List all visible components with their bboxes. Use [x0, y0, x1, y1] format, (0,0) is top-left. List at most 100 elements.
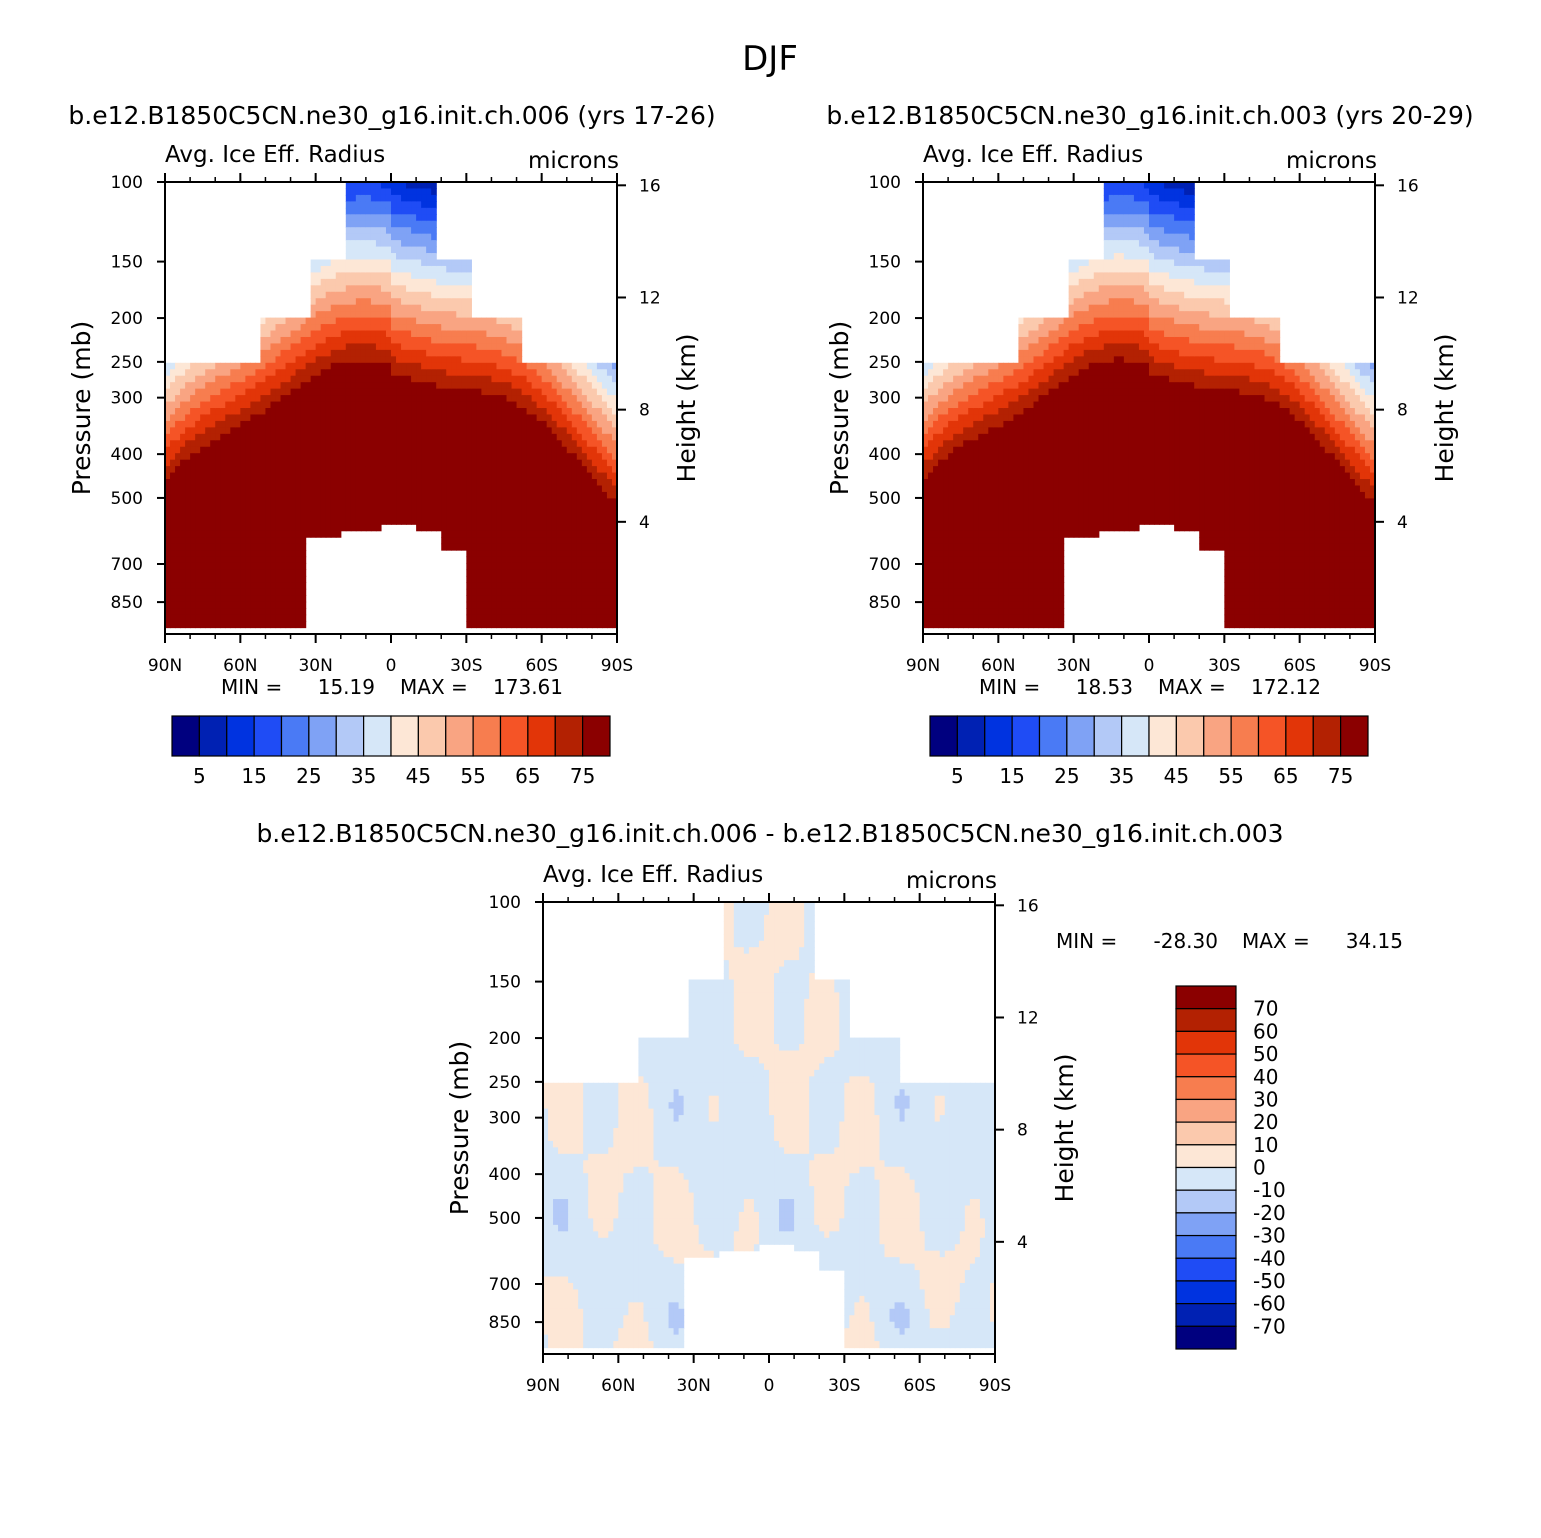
field-cell	[215, 498, 221, 506]
field-cell	[300, 601, 307, 609]
field-cell	[380, 240, 387, 248]
field-cell	[330, 472, 337, 480]
field-cell	[370, 511, 377, 519]
field-cell	[411, 517, 417, 525]
field-cell	[180, 537, 186, 545]
field-cell	[416, 246, 422, 254]
field-cell	[978, 601, 984, 609]
field-cell	[365, 414, 372, 422]
field-cell	[165, 427, 171, 435]
field-cell	[200, 601, 206, 609]
field-cell	[220, 395, 226, 403]
field-cell	[551, 582, 558, 590]
field-cell	[436, 466, 442, 474]
field-cell	[601, 537, 608, 545]
field-cell	[471, 517, 477, 525]
field-cell	[260, 349, 267, 357]
field-cell	[586, 491, 593, 499]
field-cell	[385, 265, 392, 273]
field-cell	[973, 575, 979, 583]
field-cell	[416, 182, 422, 190]
y-tick-label: 100	[111, 173, 143, 193]
field-cell	[456, 311, 462, 319]
field-cell	[195, 530, 201, 538]
field-cell	[406, 194, 412, 202]
field-cell	[446, 349, 452, 357]
field-cell	[928, 524, 934, 532]
field-cell	[611, 537, 617, 545]
field-cell	[591, 369, 598, 377]
field-cell	[401, 479, 407, 487]
field-cell	[506, 362, 513, 370]
field-cell	[1008, 595, 1014, 603]
field-cell	[471, 362, 477, 370]
field-cell	[320, 504, 327, 512]
field-cell	[948, 414, 954, 422]
field-cell	[245, 621, 251, 629]
field-cell	[446, 453, 452, 461]
field-cell	[350, 207, 357, 215]
field-cell	[396, 375, 402, 383]
field-cell	[958, 433, 964, 441]
field-cell	[195, 440, 201, 448]
field-cell	[953, 375, 959, 383]
field-cell	[481, 569, 488, 577]
field-cell	[988, 375, 994, 383]
field-cell	[516, 395, 523, 403]
field-cell	[340, 298, 347, 306]
field-cell	[968, 459, 974, 467]
field-cell	[270, 479, 277, 487]
field-cell	[486, 543, 493, 551]
field-cell	[476, 537, 482, 545]
field-cell	[295, 466, 302, 474]
field-cell	[471, 569, 477, 577]
field-cell	[350, 420, 357, 428]
field-cell	[1003, 562, 1009, 571]
field-cell	[250, 375, 256, 383]
field-cell	[320, 408, 327, 416]
field-cell	[526, 543, 533, 551]
field-cell	[325, 491, 332, 499]
field-cell	[581, 504, 588, 512]
field-cell	[973, 433, 979, 441]
field-cell	[411, 356, 417, 364]
field-cell	[315, 330, 322, 338]
field-cell	[1003, 453, 1009, 461]
field-cell	[325, 336, 332, 345]
field-cell	[938, 466, 944, 474]
field-cell	[601, 420, 608, 428]
field-cell	[481, 433, 488, 441]
field-cell	[456, 285, 462, 293]
field-cell	[220, 408, 226, 416]
field-cell	[340, 349, 347, 357]
field-cell	[576, 588, 583, 596]
field-cell	[566, 401, 573, 409]
field-cell	[988, 614, 994, 622]
field-cell	[983, 395, 989, 403]
field-cell	[416, 278, 422, 286]
field-cell	[315, 491, 322, 499]
field-cell	[998, 569, 1004, 577]
field-cell	[601, 401, 608, 409]
field-cell	[310, 491, 317, 499]
field-cell	[190, 530, 196, 538]
field-cell	[481, 336, 488, 345]
field-cell	[275, 511, 282, 519]
field-cell	[421, 356, 427, 364]
field-cell	[406, 240, 412, 248]
field-cell	[436, 336, 442, 345]
field-cell	[230, 382, 236, 390]
field-cell	[360, 291, 367, 299]
field-cell	[963, 504, 969, 512]
field-cell	[973, 569, 979, 577]
field-cell	[350, 466, 357, 474]
field-cell	[556, 388, 563, 396]
field-cell	[355, 375, 362, 383]
field-cell	[345, 227, 352, 235]
field-cell	[360, 420, 367, 428]
field-cell	[506, 375, 513, 383]
field-cell	[240, 621, 246, 629]
field-cell	[360, 382, 367, 390]
field-cell	[1013, 382, 1020, 390]
field-cell	[566, 530, 573, 538]
